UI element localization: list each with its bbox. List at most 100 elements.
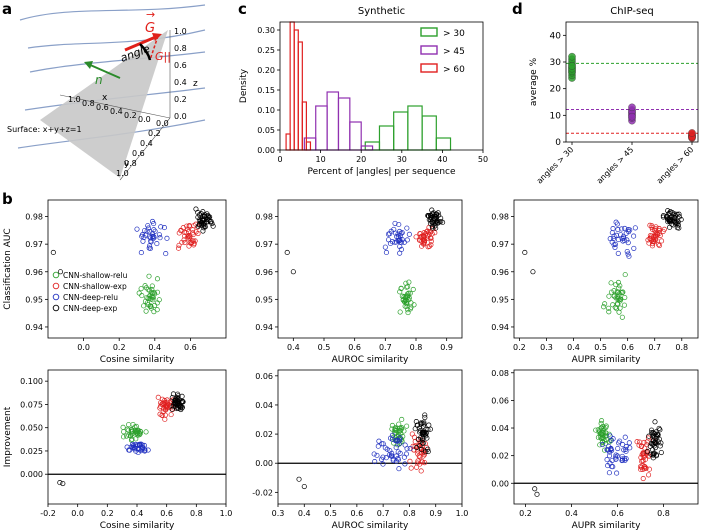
x-tick-label: 1.0 <box>220 509 233 518</box>
data-point <box>648 451 654 457</box>
data-point <box>151 309 157 315</box>
y-tick-label: 0.98 <box>491 213 509 222</box>
data-point <box>653 433 659 440</box>
data-point <box>389 422 395 429</box>
data-point <box>151 235 157 241</box>
data-point <box>190 231 196 238</box>
x-tick-label: 0.2 <box>113 343 126 352</box>
data-point <box>428 242 434 248</box>
data-point <box>149 291 156 297</box>
data-point <box>418 435 424 441</box>
data-point <box>157 405 163 411</box>
histogram-bar <box>305 141 312 151</box>
data-point <box>427 229 434 235</box>
data-point <box>613 295 619 301</box>
data-point <box>206 215 212 221</box>
histogram-bar <box>407 105 423 151</box>
x-tick-label: 1.0 <box>456 509 469 518</box>
contour-curve <box>29 51 206 73</box>
data-point <box>606 470 612 476</box>
plot-frame <box>47 199 227 339</box>
x-tick-label: 0.4 <box>110 107 123 116</box>
data-point <box>124 426 130 432</box>
y-tick-label: -0.02 <box>252 488 273 497</box>
legend-label: > 45 <box>443 47 465 57</box>
histogram-bar <box>435 137 452 151</box>
data-point <box>614 453 620 459</box>
data-point <box>163 251 169 257</box>
x-tick-label: 0.4 <box>567 343 580 352</box>
data-point <box>605 463 611 469</box>
legend-marker <box>52 304 60 312</box>
data-point <box>608 280 614 286</box>
data-point <box>400 297 406 303</box>
data-point <box>154 300 160 306</box>
scatter-cosine-auc: 0.0 0.2 0.4 0.6 0.94 0.95 0.96 0.97 0.98 Cosine s… <box>3 199 227 365</box>
data-point <box>407 446 413 452</box>
data-point <box>619 453 625 459</box>
chart-title: ChIP-seq <box>610 6 653 17</box>
data-point <box>646 466 652 472</box>
data-point <box>651 451 657 457</box>
data-point <box>397 435 403 441</box>
data-point <box>639 452 645 458</box>
x-tick-label: 0.8 <box>657 509 670 518</box>
data-point <box>428 214 434 220</box>
data-point <box>398 230 404 236</box>
data-point <box>426 422 432 428</box>
data-point <box>415 444 421 450</box>
data-point <box>622 225 628 232</box>
y-tick-label: 10 <box>550 111 562 121</box>
outlier-point <box>530 269 536 275</box>
outlier-point <box>60 480 66 487</box>
data-point <box>426 232 432 238</box>
z-tick-label: 0.6 <box>174 61 187 70</box>
data-point <box>625 240 631 246</box>
x-tick-label: 0 <box>277 155 282 164</box>
data-point <box>619 226 625 232</box>
data-point <box>154 307 160 313</box>
data-point <box>169 406 175 412</box>
data-point <box>179 393 185 399</box>
x-axis-label: AUPR similarity <box>572 355 641 365</box>
data-point <box>624 237 630 243</box>
data-point <box>650 455 656 461</box>
data-point <box>128 444 134 450</box>
data-point <box>593 427 599 433</box>
data-point <box>392 428 399 434</box>
data-point <box>600 423 606 430</box>
data-point <box>210 223 216 229</box>
legend-marker <box>52 282 60 290</box>
y-tick-label: 0.04 <box>255 401 273 410</box>
y-tick-label: 0.97 <box>25 240 43 249</box>
y-tick-label: 0.96 <box>25 268 43 277</box>
x-tick-label: 0.6 <box>160 509 173 518</box>
data-point <box>654 434 660 440</box>
data-point <box>665 208 671 214</box>
data-point <box>417 443 423 449</box>
data-point <box>170 391 176 397</box>
data-point <box>161 406 167 412</box>
y-tick-label: 0.20 <box>257 66 275 75</box>
z-tick-label: 0.8 <box>174 44 187 53</box>
histogram-bar <box>326 91 340 151</box>
data-point <box>427 426 433 432</box>
x-tick-label: 0.4 <box>287 343 300 352</box>
x-tick-label: 0.8 <box>190 509 203 518</box>
data-point <box>610 302 616 308</box>
data-point <box>438 218 444 225</box>
data-point <box>154 241 160 247</box>
data-point <box>179 405 185 411</box>
data-point <box>186 223 192 229</box>
axis-y-label: y <box>124 159 130 169</box>
data-point <box>157 235 163 241</box>
data-point <box>688 129 696 137</box>
data-point <box>650 452 656 458</box>
data-point <box>655 439 661 445</box>
data-point <box>173 398 180 405</box>
data-point <box>649 431 655 437</box>
data-point <box>425 449 431 455</box>
data-point <box>420 440 426 446</box>
data-point <box>396 221 402 228</box>
data-point <box>668 218 674 224</box>
